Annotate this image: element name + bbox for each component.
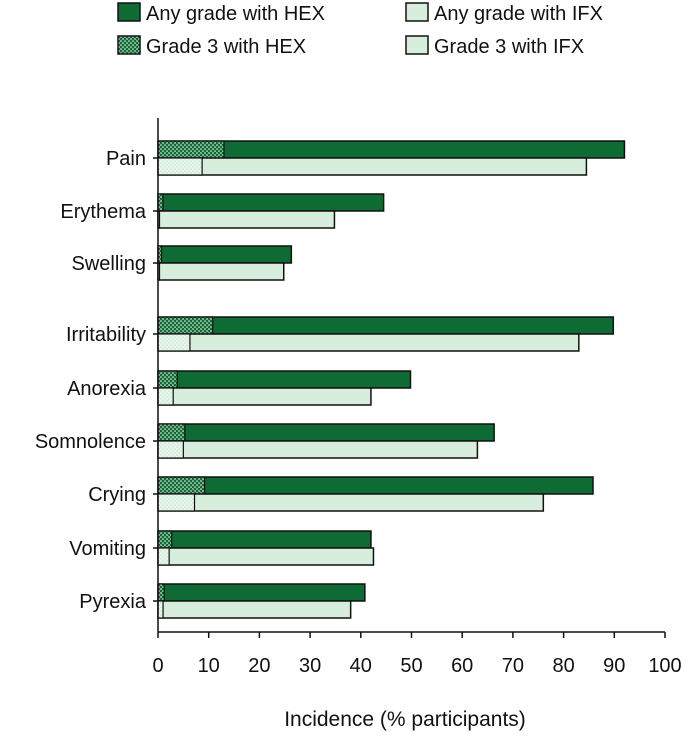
- bar-ifx-grade3-irritability: [157, 333, 191, 352]
- x-axis-title: Incidence (% participants): [284, 708, 526, 731]
- category-label-crying: Crying: [88, 484, 146, 506]
- bar-hex-grade3-crying: [157, 476, 206, 495]
- bar-hex-grade3-irritability: [157, 316, 214, 335]
- bar-ifx-grade3-somnolence: [157, 440, 184, 459]
- bar-ifx-grade3-vomiting: [157, 547, 170, 566]
- x-tick-label-50: 50: [400, 655, 422, 677]
- bar-hex-grade3-erythema: [157, 193, 164, 212]
- bar-ifx-any-vomiting: [157, 547, 375, 566]
- bar-ifx-any-swelling: [157, 262, 285, 281]
- legend-swatch-grade-3-with-ifx: [405, 35, 429, 55]
- bar-ifx-grade3-pyrexia: [157, 600, 164, 619]
- bar-ifx-any-erythema: [157, 210, 336, 229]
- bar-hex-any-vomiting: [157, 530, 372, 549]
- legend-label-grade-3-with-ifx: Grade 3 with IFX: [434, 36, 584, 58]
- bar-hex-any-somnolence: [157, 423, 495, 442]
- bar-ifx-grade3-pain: [157, 157, 203, 176]
- bar-ifx-any-pain: [157, 157, 588, 176]
- bar-ifx-any-pyrexia: [157, 600, 352, 619]
- legend-label-grade-3-with-hex: Grade 3 with HEX: [146, 36, 306, 58]
- x-tick-label-20: 20: [248, 655, 270, 677]
- bar-hex-grade3-pyrexia: [157, 583, 165, 602]
- category-label-irritability: Irritability: [66, 324, 146, 346]
- legend-label-any-grade-with-ifx: Any grade with IFX: [434, 3, 603, 25]
- category-label-erythema: Erythema: [60, 201, 146, 223]
- x-tick-label-80: 80: [552, 655, 574, 677]
- category-label-vomiting: Vomiting: [69, 538, 146, 560]
- legend-swatch-any-grade-with-ifx: [405, 2, 429, 22]
- category-label-pyrexia: Pyrexia: [79, 591, 147, 613]
- bar-ifx-any-irritability: [157, 333, 580, 352]
- x-tick-label-70: 70: [502, 655, 524, 677]
- bar-hex-any-anorexia: [157, 370, 412, 389]
- bar-hex-grade3-anorexia: [157, 370, 178, 389]
- legend-label-any-grade-with-hex: Any grade with HEX: [146, 3, 325, 25]
- x-tick-label-40: 40: [350, 655, 372, 677]
- bar-ifx-grade3-crying: [157, 493, 196, 512]
- category-label-somnolence: Somnolence: [35, 431, 146, 453]
- bar-hex-any-pain: [157, 140, 626, 159]
- legend-swatch-grade-3-with-hex: [117, 35, 141, 55]
- bar-hex-grade3-vomiting: [157, 530, 173, 549]
- bar-hex-any-crying: [157, 476, 594, 495]
- legend-swatch-any-grade-with-hex: [117, 2, 141, 22]
- x-tick-label-30: 30: [299, 655, 321, 677]
- bar-hex-any-irritability: [157, 316, 615, 335]
- category-label-pain: Pain: [106, 148, 146, 170]
- bar-ifx-grade3-anorexia: [157, 387, 174, 406]
- bar-ifx-any-anorexia: [157, 387, 372, 406]
- bar-hex-any-swelling: [157, 245, 293, 264]
- bar-ifx-any-somnolence: [157, 440, 479, 459]
- x-tick-label-60: 60: [451, 655, 473, 677]
- bar-ifx-any-crying: [157, 493, 545, 512]
- bar-hex-any-erythema: [157, 193, 385, 212]
- x-tick-label-10: 10: [198, 655, 220, 677]
- plot-area: Pain Erythema Swelling Irritability Anorexia…: [35, 140, 626, 619]
- x-tick-label-0: 0: [152, 655, 163, 677]
- legend: Any grade with HEX Any grade with IFX Grad…: [117, 2, 603, 58]
- bar-hex-grade3-somnolence: [157, 423, 186, 442]
- x-tick-label-100: 100: [648, 655, 681, 677]
- bar-hex-grade3-pain: [157, 140, 225, 159]
- category-label-anorexia: Anorexia: [67, 378, 147, 400]
- x-axis: 0 10 20 30 40 50 60 70 80 90 100 Incidence (% parti…: [152, 118, 682, 731]
- x-tick-label-90: 90: [603, 655, 625, 677]
- bar-hex-any-pyrexia: [157, 583, 366, 602]
- category-label-swelling: Swelling: [72, 253, 146, 275]
